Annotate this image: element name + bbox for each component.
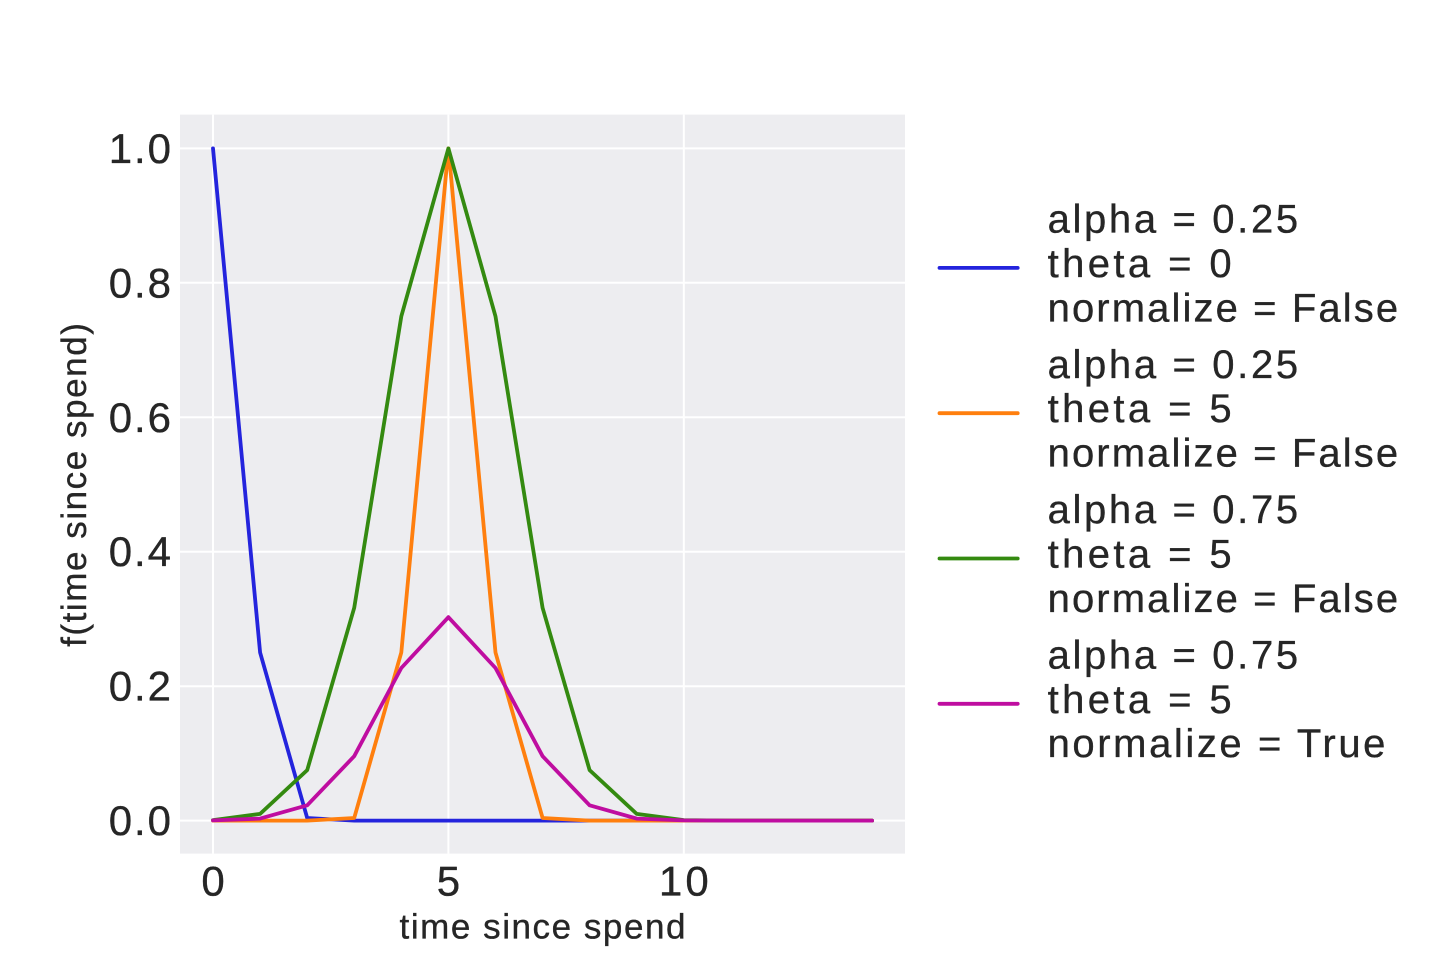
svg-text:normalize = False: normalize = False <box>1048 577 1399 621</box>
svg-text:theta = 5: theta = 5 <box>1048 533 1232 577</box>
svg-text:1.0: 1.0 <box>109 125 171 172</box>
svg-text:theta = 0: theta = 0 <box>1048 242 1232 286</box>
svg-text:0.6: 0.6 <box>109 394 171 441</box>
svg-text:alpha = 0.75: alpha = 0.75 <box>1048 634 1299 678</box>
svg-text:normalize = False: normalize = False <box>1048 286 1399 330</box>
svg-text:theta = 5: theta = 5 <box>1048 678 1232 722</box>
svg-text:theta = 5: theta = 5 <box>1048 387 1232 431</box>
svg-text:f(time since spend): f(time since spend) <box>55 323 94 647</box>
svg-text:0.0: 0.0 <box>109 797 171 844</box>
svg-text:0: 0 <box>201 857 224 904</box>
svg-text:alpha = 0.25: alpha = 0.25 <box>1048 198 1299 242</box>
svg-text:normalize = True: normalize = True <box>1048 722 1386 766</box>
svg-text:0.4: 0.4 <box>109 528 171 575</box>
svg-text:0.8: 0.8 <box>109 259 171 306</box>
svg-text:normalize = False: normalize = False <box>1048 432 1399 476</box>
svg-text:time since spend: time since spend <box>400 908 686 947</box>
svg-text:5: 5 <box>437 857 460 904</box>
svg-text:alpha = 0.75: alpha = 0.75 <box>1048 488 1299 532</box>
svg-text:0.2: 0.2 <box>109 663 171 710</box>
svg-text:alpha = 0.25: alpha = 0.25 <box>1048 343 1299 387</box>
